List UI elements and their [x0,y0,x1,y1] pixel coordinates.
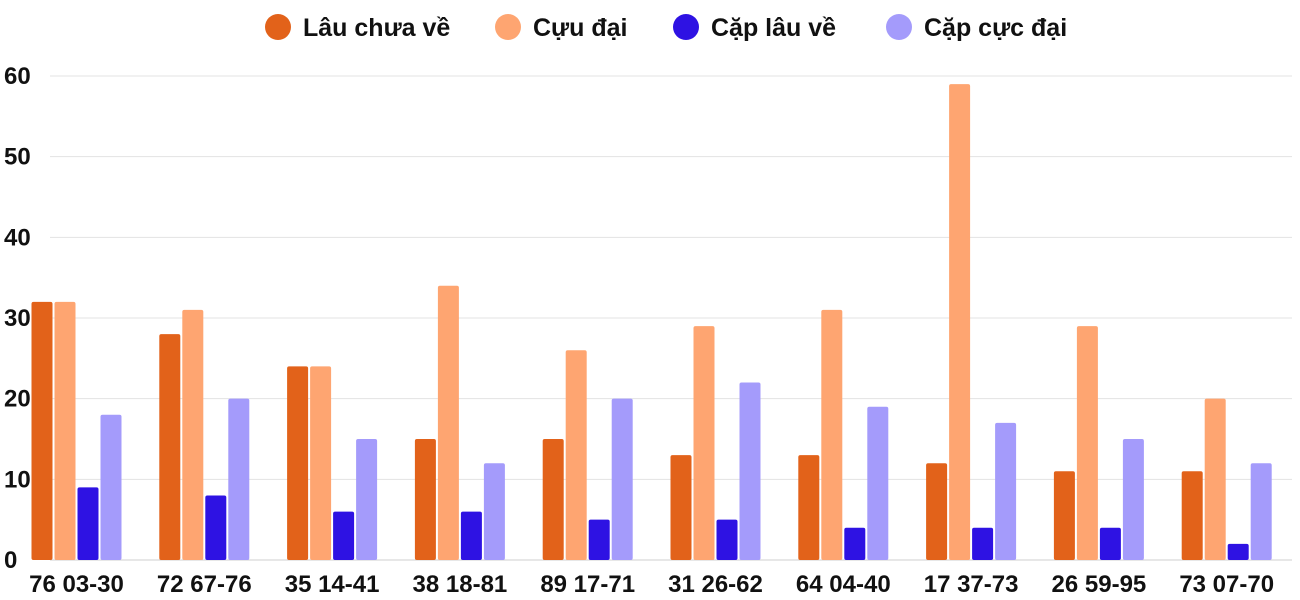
bar [1076,326,1098,560]
bar-group [670,326,761,560]
bar [739,382,761,560]
y-tick-label: 60 [4,63,31,90]
x-category-label: 35 14-41 [285,571,380,598]
y-tick-label: 20 [4,386,31,413]
bar-group [159,309,250,560]
bar-group [1053,326,1144,560]
x-category-label: 64 04-40 [796,571,891,598]
bar [205,495,227,560]
y-tick-label: 30 [4,305,31,332]
bar [414,439,436,560]
bar [182,309,204,560]
bar [867,406,889,560]
legend-label: Lâu chưa về [303,14,450,42]
bar [693,326,715,560]
bar [100,414,122,560]
bar [437,285,459,560]
bar [31,301,53,560]
bar [1204,398,1226,560]
x-category-label: 26 59-95 [1052,571,1147,598]
grid-layer [50,75,1292,561]
legend-marker [673,14,699,40]
bar [926,463,948,560]
bar-group [414,285,505,560]
bar [844,527,866,560]
y-tick-label: 40 [4,224,31,251]
bar [542,439,564,560]
y-tick-label: 0 [4,547,17,574]
bars-layer [31,84,1272,561]
bar [483,463,505,560]
x-category-label: 72 67-76 [157,571,252,598]
bar [611,398,633,560]
y-axis-ticks: 0 10 20 30 40 50 60 [4,63,31,574]
legend-marker [886,14,912,40]
legend-item: Cặp lâu về [673,14,836,42]
bar [1181,471,1203,560]
y-tick-label: 10 [4,466,31,493]
bar [356,439,378,560]
bar [333,511,355,560]
bar-group [287,366,378,560]
legend-item: Cựu đại [495,14,628,42]
bar [77,487,99,560]
bar-group [31,301,122,560]
x-category-label: 17 37-73 [924,571,1019,598]
bar [716,519,738,560]
bar [460,511,482,560]
bar [1053,471,1075,560]
bar [1099,527,1121,560]
bar [949,84,971,561]
x-category-label: 31 26-62 [668,571,763,598]
x-category-label: 89 17-71 [540,571,635,598]
bar [1227,543,1249,560]
bar [1250,463,1272,560]
y-tick-label: 50 [4,144,31,171]
legend-marker [265,14,291,40]
legend-item: Cặp cực đại [886,14,1067,42]
bar [228,398,250,560]
legend-item: Lâu chưa về [265,14,450,42]
bar-group [926,84,1017,561]
x-category-label: 38 18-81 [413,571,508,598]
x-category-label: 73 07-70 [1179,571,1274,598]
bar-group [1181,398,1272,560]
bar [565,350,587,560]
legend: Lâu chưa về Cựu đại Cặp lâu về Cặp cực đại [265,14,1067,42]
bar [54,301,76,560]
legend-label: Cựu đại [533,14,628,42]
bar [159,334,181,560]
bar [821,309,843,560]
bar [670,455,692,560]
bar-group [542,350,633,560]
legend-marker [495,14,521,40]
bar [798,455,820,560]
bar [972,527,994,560]
bar [995,422,1017,560]
x-axis-labels: 76 03-30 72 67-76 35 14-41 38 18-81 89 17-71… [29,571,1274,598]
bar [287,366,309,560]
bar-group [798,309,889,560]
legend-label: Cặp lâu về [711,14,836,42]
bar [1122,439,1144,560]
legend-label: Cặp cực đại [924,14,1067,42]
bar [310,366,332,560]
bar [588,519,610,560]
x-category-label: 76 03-30 [29,571,124,598]
